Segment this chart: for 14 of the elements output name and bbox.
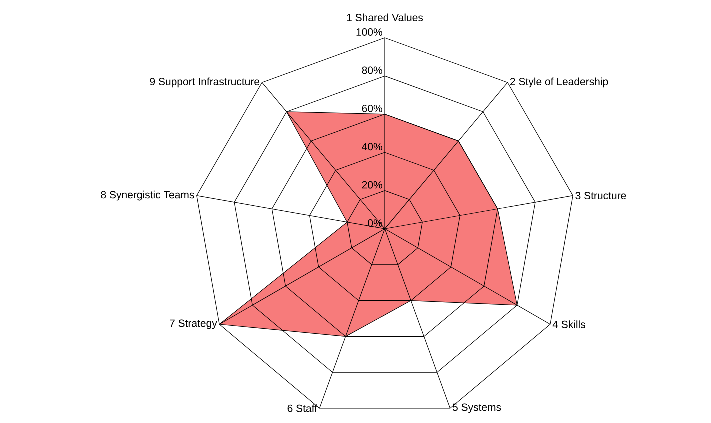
y-tick-label: 80% [362, 66, 382, 74]
spoke-label: 1 Shared Values [347, 14, 424, 22]
y-tick-label: 20% [362, 181, 382, 189]
spoke-label: 3 Structure [576, 192, 626, 200]
spoke-label: 2 Style of Leadership [510, 78, 608, 88]
spoke-label: 7 Strategy [170, 320, 218, 330]
spoke-label: 9 Support Infrastructure [150, 78, 260, 88]
y-tick-label: 40% [362, 143, 382, 151]
y-tick-label: 60% [362, 104, 382, 112]
spoke-label: 5 Systems [452, 404, 502, 414]
y-tick-label: 100% [356, 28, 382, 36]
spoke-label: 4 Skills [552, 320, 586, 328]
spoke-label: 8 Synergistic Teams [101, 190, 194, 201]
spoke-label: 6 Staff [288, 404, 318, 412]
